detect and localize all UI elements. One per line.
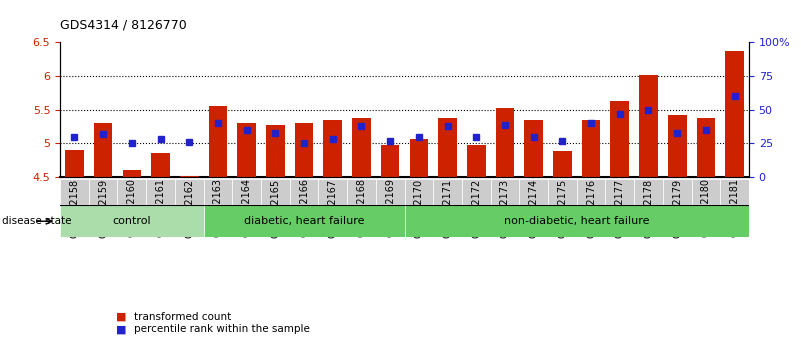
Bar (290, 179, 318, 237)
Bar (237, 123, 256, 177)
Text: GSM662169: GSM662169 (385, 178, 395, 238)
Bar (352, 118, 371, 177)
Bar (438, 118, 457, 177)
Bar (203, 179, 232, 237)
Bar (261, 179, 290, 237)
Text: percentile rank within the sample: percentile rank within the sample (134, 324, 310, 334)
Bar (519, 179, 548, 237)
Bar (691, 179, 720, 237)
Bar (318, 179, 347, 237)
Bar (232, 179, 261, 237)
Text: GSM662178: GSM662178 (643, 178, 654, 238)
Text: disease state: disease state (2, 216, 72, 226)
Bar (496, 108, 514, 177)
Text: GSM662175: GSM662175 (557, 178, 567, 238)
Bar (60, 205, 203, 237)
Text: GSM662170: GSM662170 (414, 178, 424, 238)
Text: GSM662174: GSM662174 (529, 178, 538, 238)
Bar (380, 145, 400, 177)
Bar (118, 179, 146, 237)
Bar (634, 179, 663, 237)
Text: diabetic, heart failure: diabetic, heart failure (244, 216, 364, 226)
Bar (582, 120, 601, 177)
Bar (433, 179, 462, 237)
Bar (65, 150, 84, 177)
Text: GSM662171: GSM662171 (443, 178, 453, 238)
Text: ■: ■ (116, 324, 127, 334)
Bar (525, 120, 543, 177)
Text: GSM662162: GSM662162 (184, 178, 194, 238)
Bar (409, 139, 429, 177)
Text: GSM662173: GSM662173 (500, 178, 510, 238)
Bar (266, 125, 284, 177)
Text: transformed count: transformed count (134, 312, 231, 322)
Bar (203, 205, 405, 237)
Bar (94, 123, 112, 177)
Bar (725, 51, 744, 177)
Text: GSM662167: GSM662167 (328, 178, 338, 238)
Text: GSM662176: GSM662176 (586, 178, 596, 238)
Bar (151, 154, 170, 177)
Text: GSM662168: GSM662168 (356, 178, 366, 238)
Text: GSM662160: GSM662160 (127, 178, 137, 238)
Text: GSM662165: GSM662165 (271, 178, 280, 238)
Bar (376, 179, 405, 237)
Bar (467, 145, 485, 177)
Bar (405, 205, 749, 237)
Bar (610, 101, 629, 177)
Bar (146, 179, 175, 237)
Text: GSM662166: GSM662166 (299, 178, 309, 238)
Text: GSM662158: GSM662158 (70, 178, 79, 238)
Bar (606, 179, 634, 237)
Bar (175, 179, 203, 237)
Bar (347, 179, 376, 237)
Bar (89, 179, 118, 237)
Bar (663, 179, 691, 237)
Text: ■: ■ (116, 312, 127, 322)
Bar (668, 115, 686, 177)
Text: GSM662181: GSM662181 (730, 178, 739, 238)
Text: GSM662163: GSM662163 (213, 178, 223, 238)
Text: GDS4314 / 8126770: GDS4314 / 8126770 (60, 19, 187, 32)
Bar (720, 179, 749, 237)
Text: GSM662172: GSM662172 (471, 178, 481, 238)
Bar (553, 152, 572, 177)
Bar (405, 179, 433, 237)
Text: GSM662161: GSM662161 (155, 178, 166, 238)
Text: non-diabetic, heart failure: non-diabetic, heart failure (504, 216, 650, 226)
Bar (295, 123, 313, 177)
Bar (208, 106, 227, 177)
Bar (60, 179, 89, 237)
Bar (697, 118, 715, 177)
Bar (548, 179, 577, 237)
Bar (639, 75, 658, 177)
Text: GSM662180: GSM662180 (701, 178, 710, 238)
Bar (490, 179, 519, 237)
Bar (462, 179, 490, 237)
Text: GSM662179: GSM662179 (672, 178, 682, 238)
Bar (123, 170, 141, 177)
Bar (180, 176, 199, 177)
Text: GSM662177: GSM662177 (615, 178, 625, 238)
Text: control: control (112, 216, 151, 226)
Text: GSM662159: GSM662159 (99, 178, 108, 238)
Text: GSM662164: GSM662164 (242, 178, 252, 238)
Bar (324, 120, 342, 177)
Bar (577, 179, 606, 237)
